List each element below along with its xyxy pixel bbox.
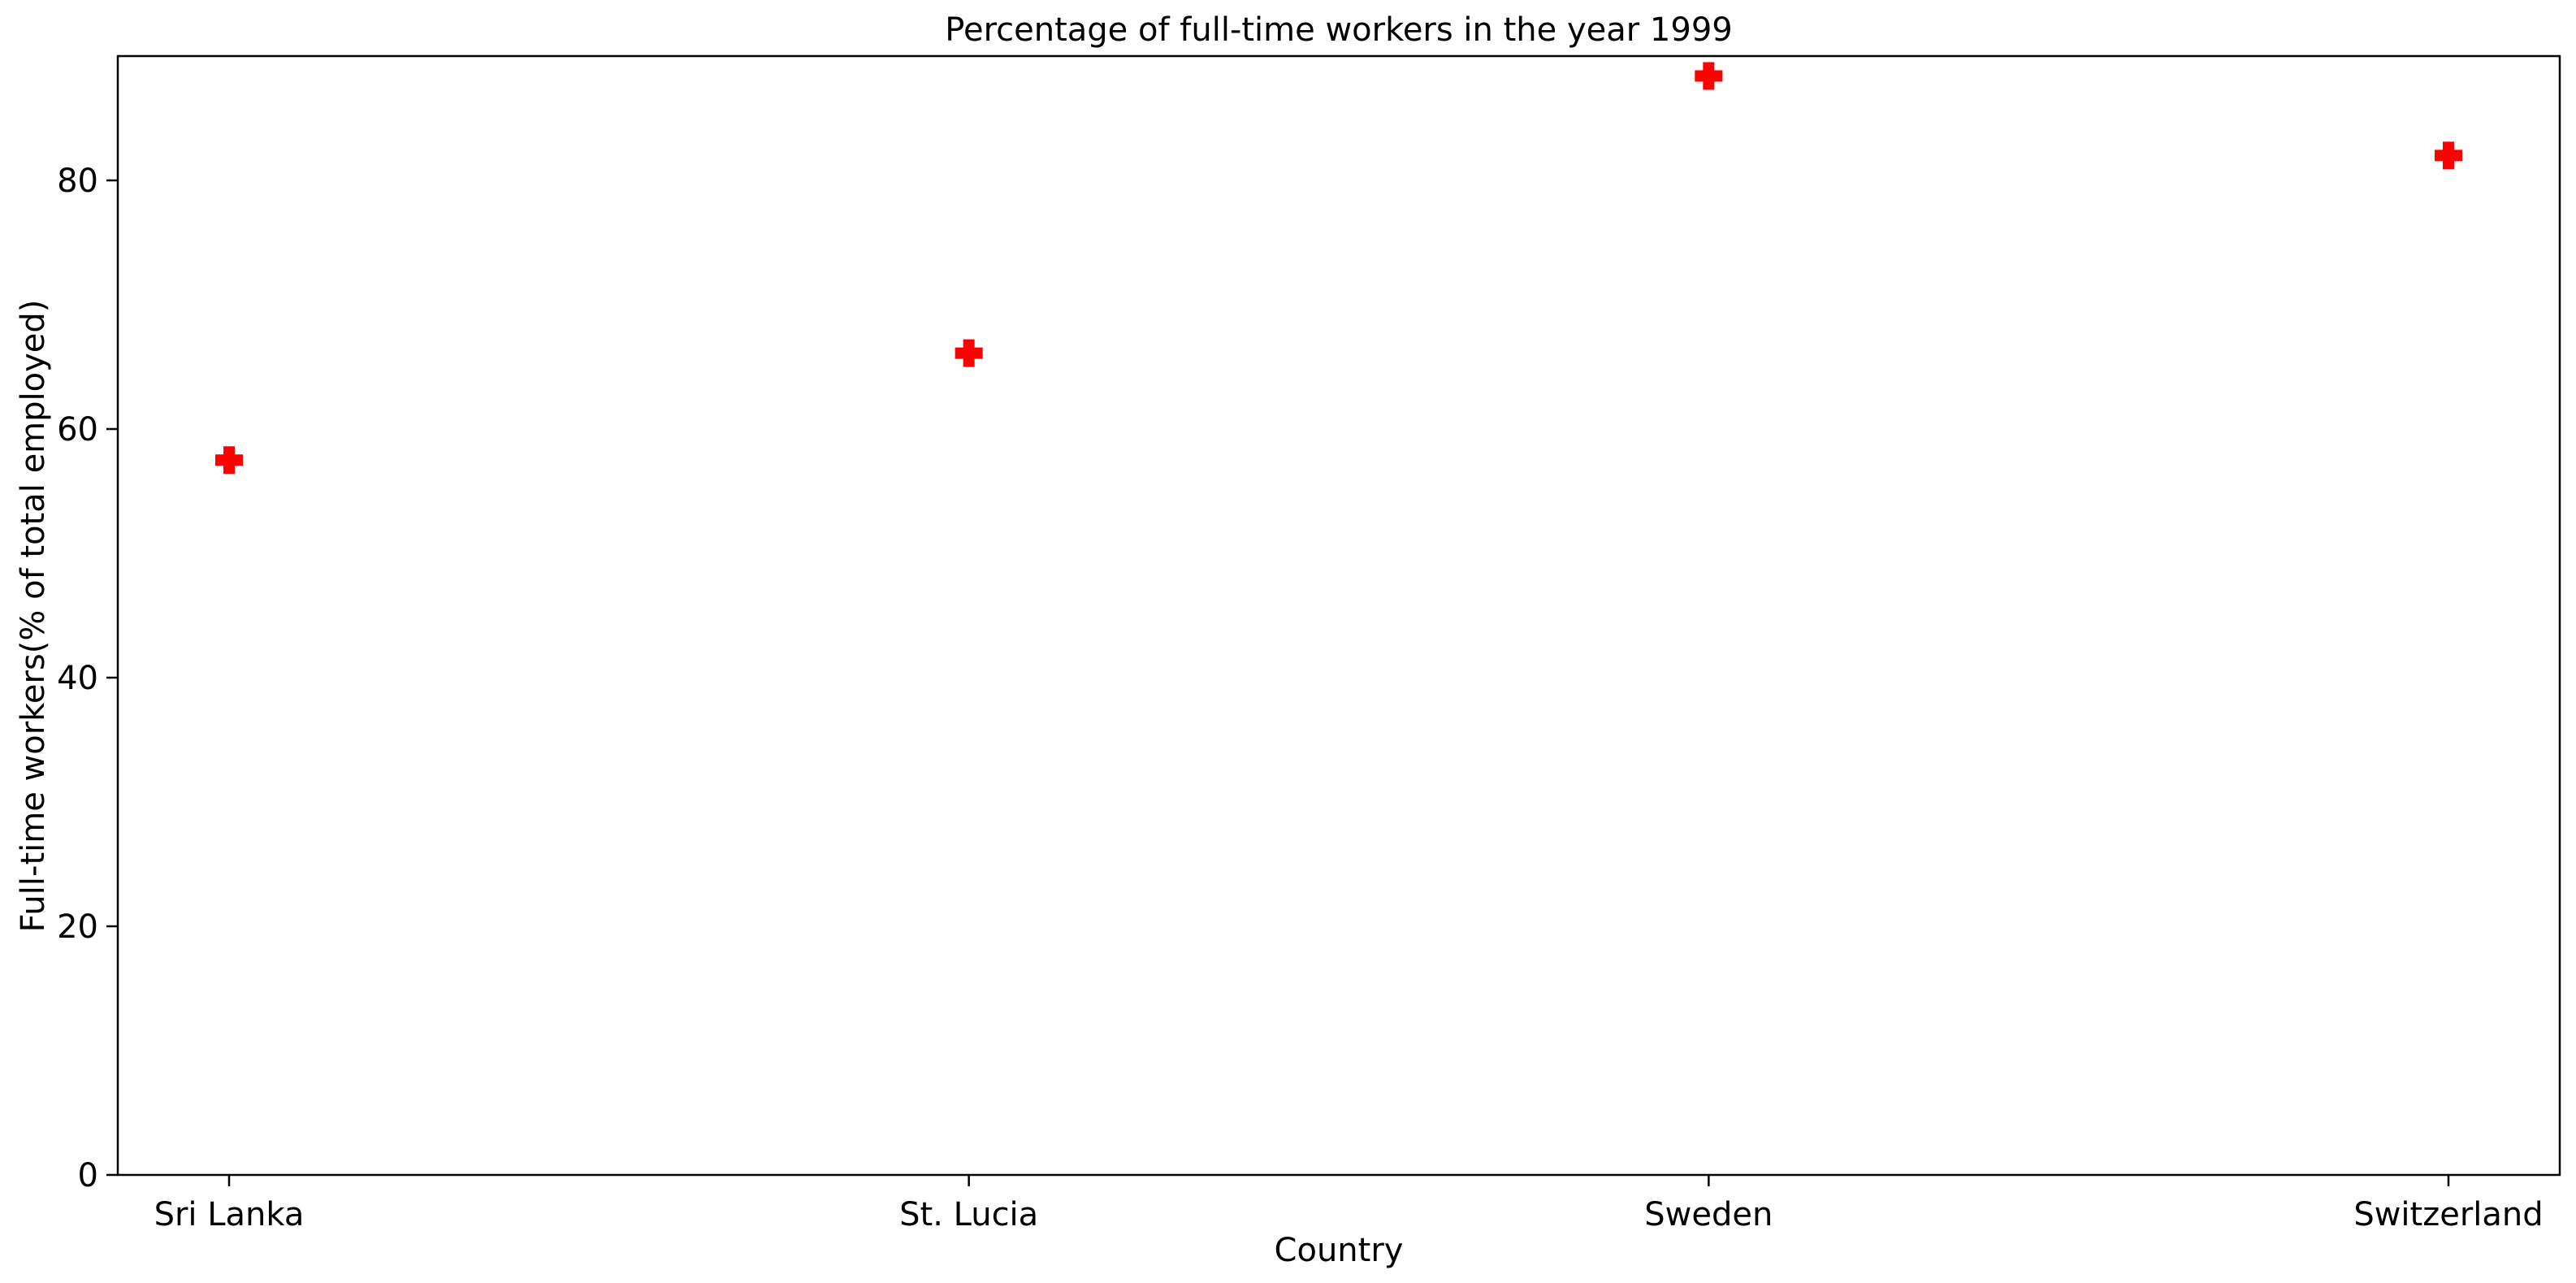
y-tick-label: 80 <box>57 163 98 200</box>
x-axis-ticks: Sri Lanka St. Lucia Sweden Switzerland <box>154 1175 2544 1233</box>
data-markers <box>215 62 2462 475</box>
y-axis-ticks: 0 20 40 60 80 <box>57 163 118 1194</box>
chart-title: Percentage of full-time workers in the y… <box>945 11 1732 49</box>
plot-area-frame <box>116 54 2561 1177</box>
x-tick-label: St. Lucia <box>899 1196 1038 1233</box>
y-tick-label: 0 <box>78 1157 98 1194</box>
y-tick-label: 40 <box>57 660 98 697</box>
y-tick-label: 20 <box>57 908 98 946</box>
y-axis-label: Full-time workers(% of total employed) <box>15 300 52 933</box>
x-axis-label: Country <box>1275 1232 1404 1269</box>
data-point-st-lucia <box>955 339 983 367</box>
x-tick-label: Sri Lanka <box>154 1196 305 1233</box>
data-point-sweden <box>1695 62 1723 90</box>
x-tick-label: Sweden <box>1644 1196 1773 1233</box>
data-point-sri-lanka <box>215 446 243 475</box>
data-point-switzerland <box>2435 141 2462 170</box>
x-tick-label: Switzerland <box>2353 1196 2543 1233</box>
y-tick-label: 60 <box>57 411 98 449</box>
